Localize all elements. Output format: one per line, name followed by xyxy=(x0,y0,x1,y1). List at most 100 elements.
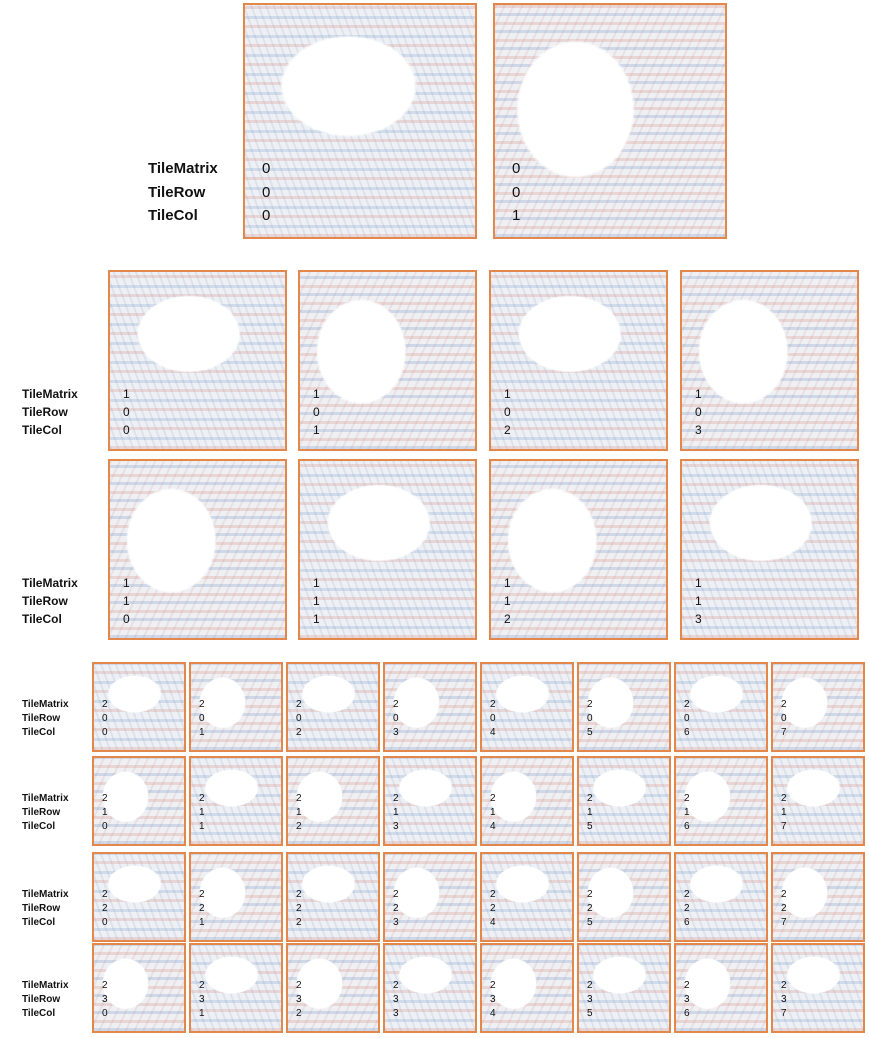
tile-index: 3 xyxy=(695,613,702,625)
row-label: TileRow xyxy=(22,595,68,607)
tile-index: 0 xyxy=(684,714,690,724)
tile-index: 1 xyxy=(199,728,205,738)
row-label: TileMatrix xyxy=(22,388,78,400)
tile-index: 7 xyxy=(781,822,787,832)
tile-index: 2 xyxy=(684,794,690,804)
tile-index: 3 xyxy=(199,995,205,1005)
tile-index: 2 xyxy=(684,981,690,991)
tile-index: 2 xyxy=(504,424,511,436)
map-tile xyxy=(108,459,287,640)
tile-index: 3 xyxy=(393,995,399,1005)
tile-index: 2 xyxy=(490,981,496,991)
tile-index: 1 xyxy=(199,918,205,928)
tile-index: 1 xyxy=(199,808,205,818)
tile-index: 1 xyxy=(296,808,302,818)
tile-index: 2 xyxy=(102,890,108,900)
tile-index: 1 xyxy=(313,595,320,607)
tile-index: 1 xyxy=(313,388,320,400)
tile-index: 2 xyxy=(781,700,787,710)
row-label: TileCol xyxy=(148,208,198,223)
tile-index: 0 xyxy=(262,185,270,200)
row-label: TileMatrix xyxy=(22,890,69,900)
row-label: TileCol xyxy=(22,424,62,436)
tile-index: 5 xyxy=(587,1009,593,1019)
row-label: TileCol xyxy=(22,918,55,928)
tile-index: 6 xyxy=(684,918,690,928)
row-label: TileMatrix xyxy=(22,981,69,991)
tile-index: 3 xyxy=(393,822,399,832)
tile-index: 1 xyxy=(199,1009,205,1019)
map-tile xyxy=(108,270,287,451)
tile-index: 4 xyxy=(490,822,496,832)
tile-index: 1 xyxy=(695,388,702,400)
tile-index: 0 xyxy=(587,714,593,724)
row-label: TileRow xyxy=(22,714,60,724)
tile-index: 5 xyxy=(587,728,593,738)
tile-index: 2 xyxy=(684,904,690,914)
tile-index: 4 xyxy=(490,918,496,928)
tile-index: 0 xyxy=(296,714,302,724)
tile-index: 5 xyxy=(587,822,593,832)
tile-index: 6 xyxy=(684,1009,690,1019)
tile-index: 0 xyxy=(504,406,511,418)
tile-index: 2 xyxy=(102,981,108,991)
tile-index: 1 xyxy=(199,822,205,832)
tile-index: 2 xyxy=(199,890,205,900)
tile-index: 2 xyxy=(296,1009,302,1019)
tile-index: 1 xyxy=(504,595,511,607)
tile-index: 2 xyxy=(296,981,302,991)
tile-index: 1 xyxy=(490,808,496,818)
tile-index: 7 xyxy=(781,728,787,738)
tile-index: 2 xyxy=(504,613,511,625)
tile-index: 4 xyxy=(490,728,496,738)
tile-index: 2 xyxy=(781,981,787,991)
tile-index: 2 xyxy=(684,890,690,900)
tile-index: 0 xyxy=(102,1009,108,1019)
tile-index: 3 xyxy=(296,995,302,1005)
tile-index: 3 xyxy=(684,995,690,1005)
tile-index: 0 xyxy=(123,424,130,436)
tile-index: 1 xyxy=(313,577,320,589)
tile-index: 1 xyxy=(123,595,130,607)
tile-index: 2 xyxy=(781,794,787,804)
tile-index: 2 xyxy=(393,904,399,914)
tile-index: 2 xyxy=(296,918,302,928)
tile-index: 2 xyxy=(587,794,593,804)
row-label: TileCol xyxy=(22,1009,55,1019)
tile-index: 6 xyxy=(684,728,690,738)
tile-index: 1 xyxy=(504,577,511,589)
tile-index: 0 xyxy=(262,161,270,176)
tile-index: 2 xyxy=(490,890,496,900)
tile-index: 2 xyxy=(684,700,690,710)
map-tile xyxy=(680,459,859,640)
tile-index: 0 xyxy=(512,161,520,176)
tile-index: 2 xyxy=(296,794,302,804)
tile-index: 1 xyxy=(123,577,130,589)
row-label: TileCol xyxy=(22,728,55,738)
tile-index: 1 xyxy=(313,424,320,436)
tile-index: 1 xyxy=(123,388,130,400)
tile-index: 2 xyxy=(296,890,302,900)
row-label: TileRow xyxy=(22,995,60,1005)
tile-index: 2 xyxy=(587,981,593,991)
tile-index: 2 xyxy=(296,822,302,832)
tile-index: 0 xyxy=(781,714,787,724)
tile-index: 2 xyxy=(393,981,399,991)
tile-index: 2 xyxy=(490,904,496,914)
tile-index: 1 xyxy=(504,388,511,400)
map-tile xyxy=(298,459,477,640)
tile-index: 2 xyxy=(490,794,496,804)
tile-index: 0 xyxy=(123,406,130,418)
tile-index: 2 xyxy=(490,700,496,710)
tile-index: 5 xyxy=(587,918,593,928)
tile-index: 0 xyxy=(490,714,496,724)
tile-index: 1 xyxy=(781,808,787,818)
row-label: TileRow xyxy=(148,185,205,200)
tile-index: 0 xyxy=(102,728,108,738)
tile-index: 1 xyxy=(695,595,702,607)
tile-index: 7 xyxy=(781,918,787,928)
map-tile xyxy=(489,270,668,451)
map-tile xyxy=(489,459,668,640)
tile-index: 1 xyxy=(587,808,593,818)
row-label: TileRow xyxy=(22,808,60,818)
